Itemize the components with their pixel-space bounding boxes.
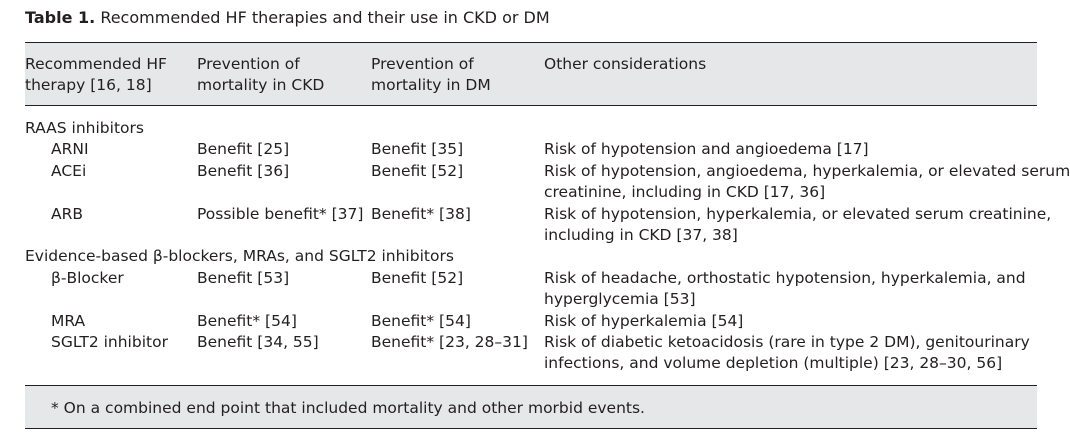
footnote-band xyxy=(25,385,1037,429)
row-dm: Benefit* [23, 28–31] xyxy=(371,333,528,351)
section-title: Evidence-based β-blockers, MRAs, and SGL… xyxy=(25,247,454,265)
header-other: Other considerations xyxy=(544,55,707,73)
table-caption-label: Table 1. xyxy=(25,8,96,27)
row-other: Risk of headache, orthostatic hypotensio… xyxy=(544,269,1026,308)
footnote-bottom-rule xyxy=(25,428,1037,429)
row-other: Risk of hyperkalemia [54] xyxy=(544,312,744,330)
table-top-rule xyxy=(25,42,1037,43)
row-therapy: SGLT2 inhibitor xyxy=(51,333,168,351)
row-therapy: MRA xyxy=(51,312,86,330)
table-header-band xyxy=(25,43,1037,105)
row-therapy: ARB xyxy=(51,205,84,223)
row-other: Risk of hypotension, angioedema, hyperka… xyxy=(544,162,1070,201)
row-ckd: Possible benefit* [37] xyxy=(197,205,364,223)
row-ckd: Benefit [34, 55] xyxy=(197,333,319,351)
row-other: Risk of diabetic ketoacidosis (rare in t… xyxy=(544,333,1030,372)
header-ckd: Prevention of mortality in CKD xyxy=(197,55,325,94)
table-footnote: * On a combined end point that included … xyxy=(51,399,645,417)
row-ckd: Benefit [53] xyxy=(197,269,290,287)
row-ckd: Benefit [36] xyxy=(197,162,290,180)
header-dm: Prevention of mortality in DM xyxy=(371,55,491,94)
header-therapy: Recommended HF therapy [16, 18] xyxy=(25,55,167,94)
row-dm: Benefit [35] xyxy=(371,140,464,158)
table-caption: Table 1. Recommended HF therapies and th… xyxy=(25,8,550,27)
row-dm: Benefit [52] xyxy=(371,162,464,180)
row-therapy: β-Blocker xyxy=(51,269,124,287)
row-dm: Benefit* [38] xyxy=(371,205,471,223)
row-dm: Benefit [52] xyxy=(371,269,464,287)
row-other: Risk of hypotension and angioedema [17] xyxy=(544,140,869,158)
section-title: RAAS inhibitors xyxy=(25,119,144,137)
table-bottom-rule xyxy=(25,385,1037,386)
row-therapy: ARNI xyxy=(51,140,89,158)
table-caption-text: Recommended HF therapies and their use i… xyxy=(100,8,550,27)
row-ckd: Benefit [25] xyxy=(197,140,290,158)
table-header-rule xyxy=(25,105,1037,106)
row-dm: Benefit* [54] xyxy=(371,312,471,330)
row-ckd: Benefit* [54] xyxy=(197,312,297,330)
row-therapy: ACEi xyxy=(51,162,87,180)
row-other: Risk of hypotension, hyperkalemia, or el… xyxy=(544,205,1052,244)
